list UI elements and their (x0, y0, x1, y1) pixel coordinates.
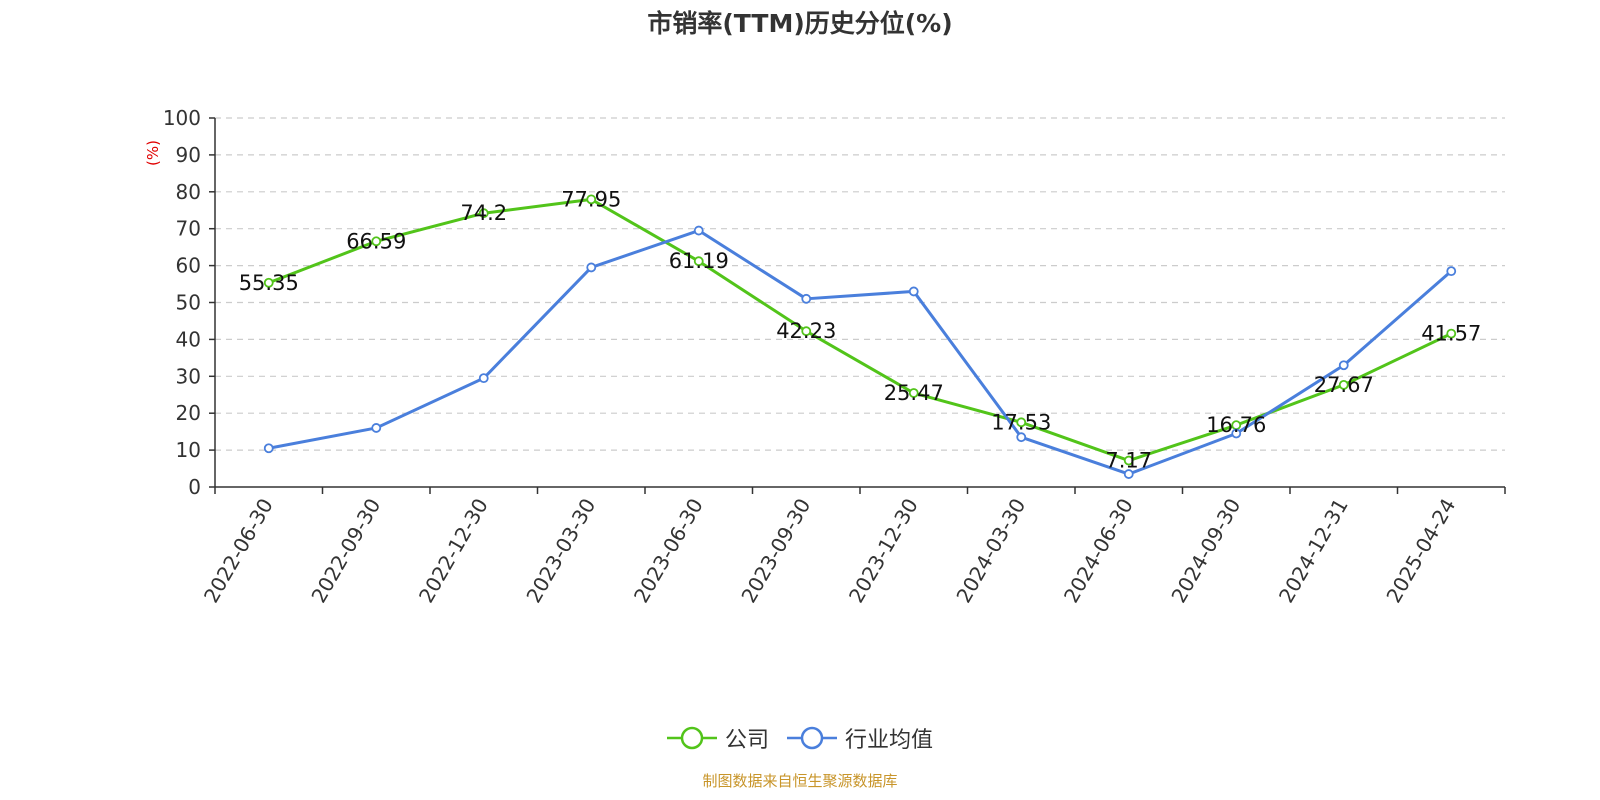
data-label: 25.47 (884, 381, 944, 405)
x-tick-label: 2022-09-30 (306, 494, 385, 607)
series-point-1 (1338, 360, 1349, 371)
data-label: 42.23 (776, 319, 836, 343)
series-point-1 (263, 443, 274, 454)
y-tick-label: 100 (163, 106, 201, 130)
series-point-1 (801, 293, 812, 304)
data-label: 61.19 (669, 249, 729, 273)
y-tick-label: 60 (176, 254, 201, 278)
series-point-0 (908, 388, 919, 398)
data-label: 77.95 (561, 187, 621, 211)
grid-lines (215, 117, 1505, 451)
y-tick-label: 30 (176, 364, 201, 388)
x-tick-label: 2024-06-30 (1059, 494, 1138, 607)
y-axis-label: (%) (144, 140, 162, 166)
series-point-1 (1446, 266, 1457, 277)
y-tick-label: 0 (188, 475, 201, 499)
series-point-0 (263, 277, 274, 288)
data-labels: 55.35 66.59 74.2 77.95 61.19 42.23 25.47 17.53 7… (239, 187, 1482, 472)
series-point-0 (1446, 328, 1457, 339)
x-tick-label: 2023-03-30 (521, 494, 600, 607)
data-label: 7.17 (1105, 449, 1152, 473)
data-label: 74.2 (460, 201, 507, 225)
x-tick-label: 2023-06-30 (629, 494, 708, 607)
series-point-0 (801, 326, 812, 337)
series-point-1 (693, 225, 704, 236)
y-tick-label: 70 (176, 217, 201, 241)
series-line-1 (268, 229, 1453, 476)
axes: 0 10 20 30 40 50 60 70 80 90 100 2022-06-30 2022-09-… (163, 106, 1506, 607)
legend-label-company: 公司 (724, 728, 769, 753)
x-tick-label: 2022-12-30 (414, 494, 493, 607)
data-label: 17.53 (991, 410, 1051, 434)
y-tick-label: 40 (176, 327, 201, 351)
y-tick-label: 10 (176, 438, 201, 462)
series-point-1 (1016, 432, 1027, 443)
source-note: 制图数据来自恒生聚源数据库 (702, 772, 898, 790)
x-tick-label: 2025-04-24 (1381, 494, 1460, 607)
series-group (263, 194, 1457, 479)
series-point-0 (1338, 379, 1349, 390)
y-tick-label: 80 (176, 180, 201, 204)
data-label: 66.59 (346, 229, 406, 253)
x-tick-label: 2024-12-31 (1274, 494, 1353, 607)
series-point-1 (1231, 428, 1242, 439)
series-point-1 (1123, 469, 1134, 479)
legend-marker-company (666, 726, 717, 750)
x-tick-label: 2023-09-30 (736, 494, 815, 607)
y-tick-label: 90 (176, 143, 201, 167)
series-point-1 (586, 262, 597, 273)
series-point-1 (371, 423, 382, 433)
x-tick-label: 2022-06-30 (199, 494, 278, 607)
series-point-1 (478, 373, 489, 384)
data-label: 16.76 (1206, 413, 1266, 437)
legend-label-industry-average: 行业均值 (845, 728, 934, 753)
series-point-0 (1016, 417, 1027, 428)
legend-item-industry-average[interactable]: 行业均值 (787, 722, 933, 754)
series-line-0 (268, 197, 1452, 463)
series-point-0 (478, 208, 489, 219)
series-point-0 (693, 256, 704, 267)
x-tick-label: 2024-03-30 (951, 494, 1030, 607)
series-point-0 (371, 236, 382, 247)
data-label: 27.67 (1314, 373, 1374, 397)
data-label: 55.35 (239, 271, 299, 295)
legend-marker-industry-average (787, 726, 837, 750)
y-tick-label: 20 (176, 401, 201, 425)
legend: 公司 行业均值 (0, 722, 1600, 754)
legend-item-company[interactable]: 公司 (666, 722, 769, 754)
series-point-0 (586, 194, 597, 205)
chart-title: 市销率(TTM)历史分位(%) (647, 9, 953, 38)
series-point-1 (908, 286, 919, 297)
y-tick-label: 50 (176, 291, 201, 315)
x-tick-label: 2023-12-30 (844, 494, 923, 607)
x-tick-label: 2024-09-30 (1166, 494, 1245, 607)
data-label: 41.57 (1421, 322, 1481, 346)
series-point-0 (1123, 455, 1134, 466)
